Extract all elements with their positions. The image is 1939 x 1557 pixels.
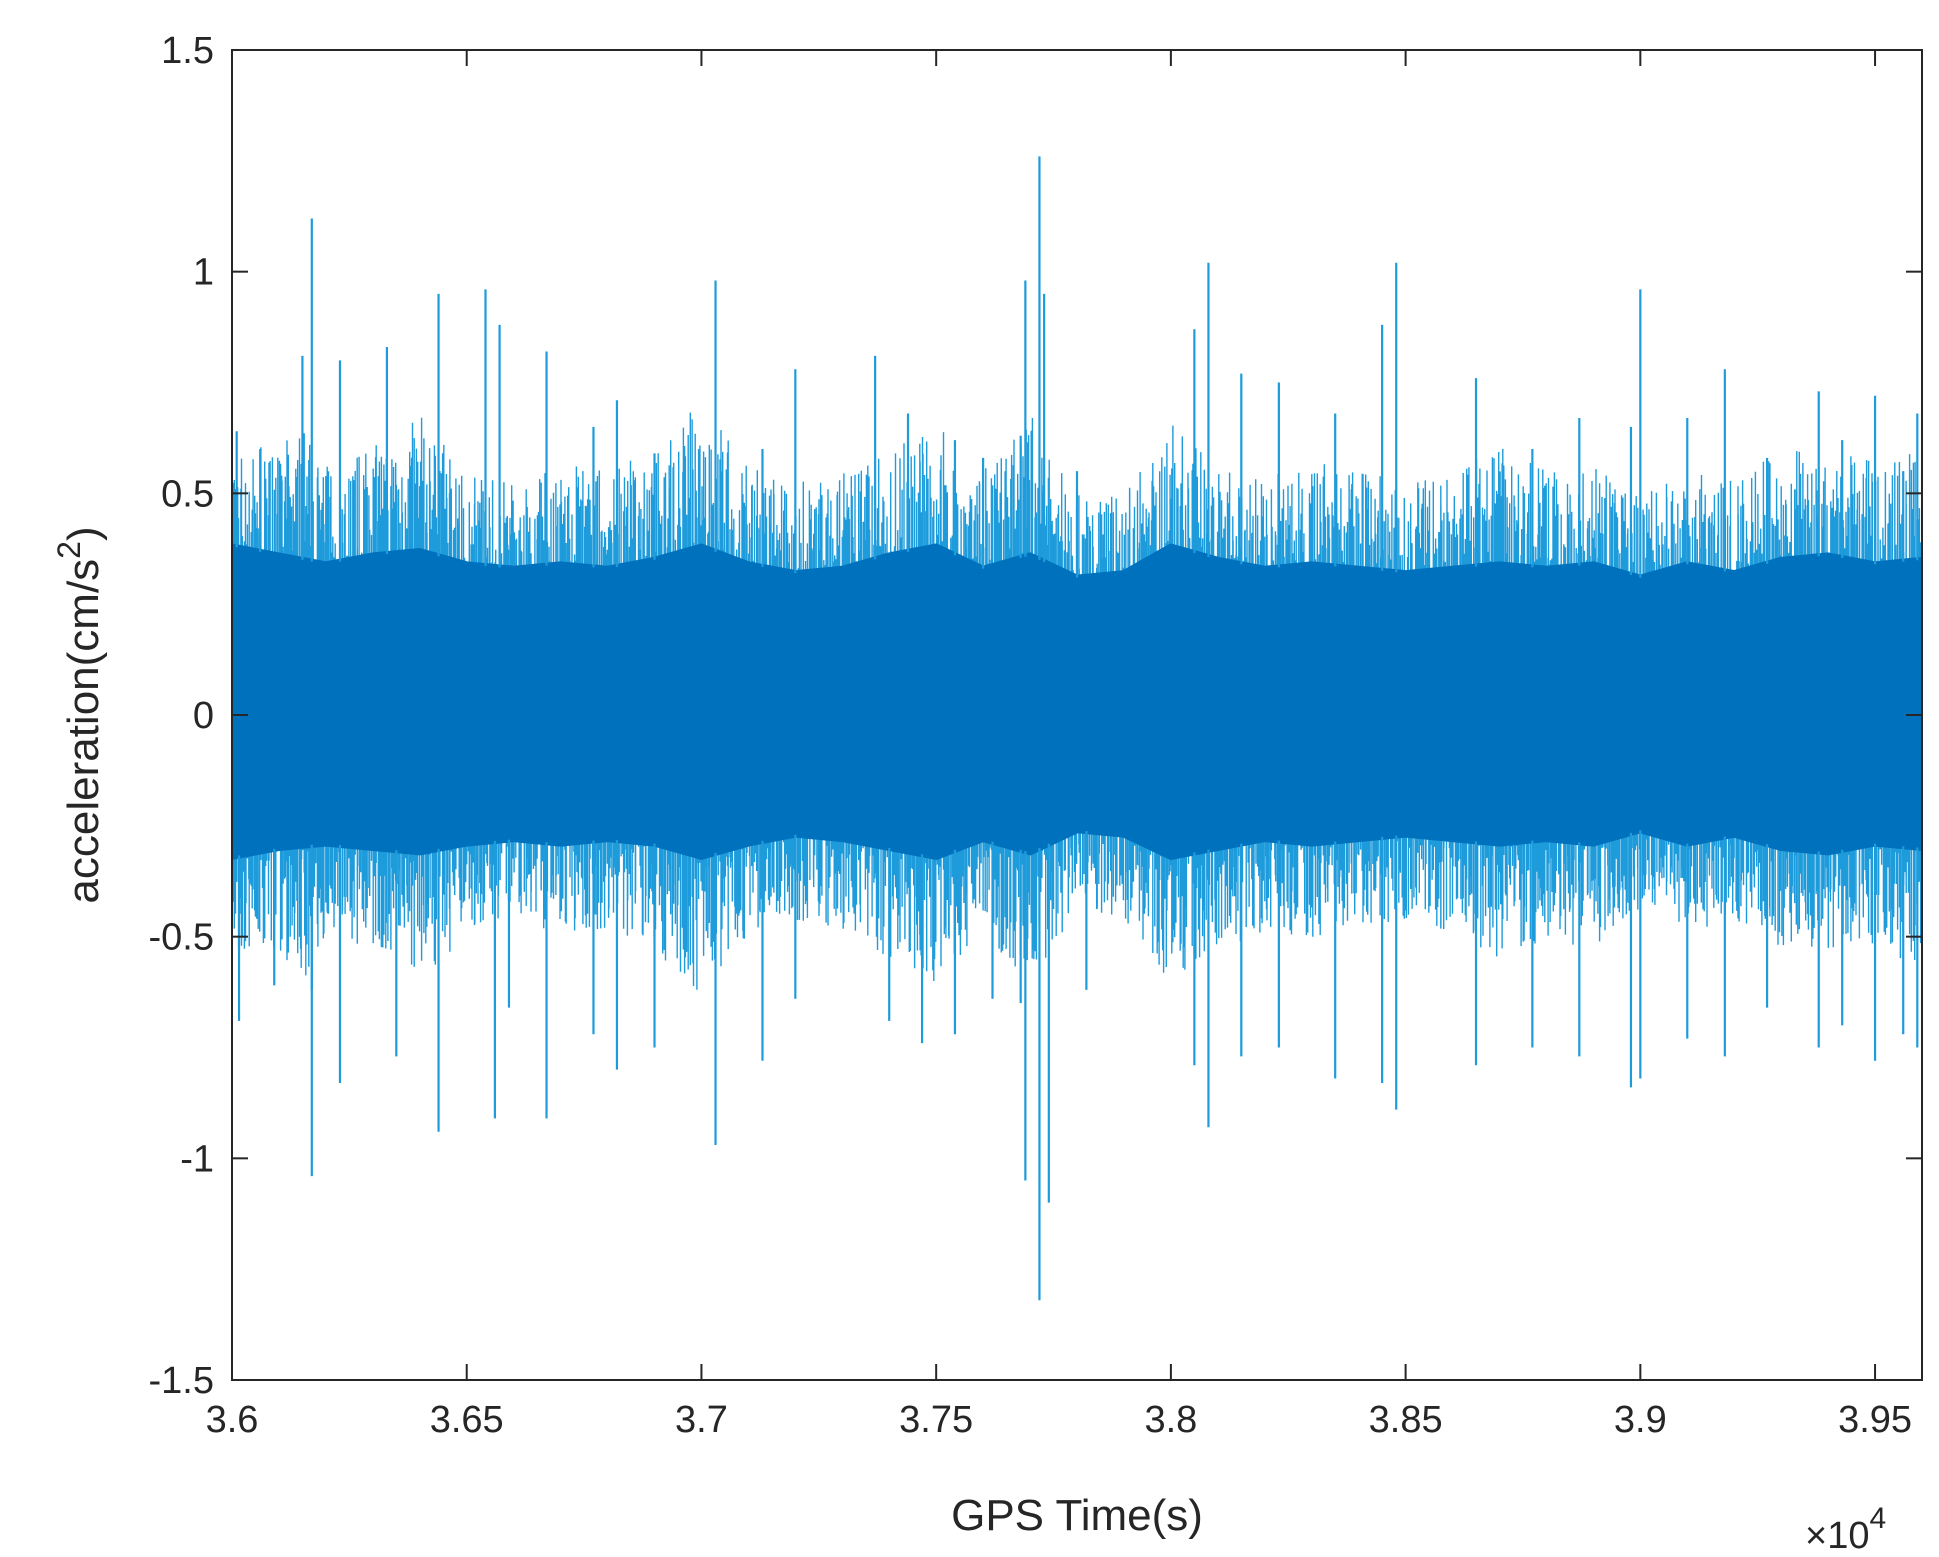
x-tick-label: 3.7 bbox=[675, 1399, 728, 1441]
y-tick-label: 0.5 bbox=[161, 473, 214, 515]
y-tick-label: 0 bbox=[193, 695, 214, 737]
y-axis-label-close: ) bbox=[59, 526, 108, 541]
y-axis-label: acceleration(cm/s2) bbox=[51, 526, 108, 903]
y-tick-labels: -1.5 -1 -0.5 0 0.5 1 1.5 bbox=[149, 30, 214, 1402]
x-tick-label: 3.75 bbox=[899, 1399, 973, 1441]
y-tick-label: -1.5 bbox=[149, 1360, 214, 1402]
y-tick-label: -1 bbox=[180, 1138, 214, 1180]
signal-layer bbox=[232, 156, 1922, 1301]
y-tick-label: 1.5 bbox=[161, 30, 214, 72]
x-tick-label: 3.9 bbox=[1614, 1399, 1667, 1441]
y-axis-label-superscript: 2 bbox=[51, 541, 87, 559]
x-axis-exponent: ×104 bbox=[1805, 1502, 1886, 1557]
x-tick-labels: 3.6 3.65 3.7 3.75 3.8 3.85 3.9 3.95 bbox=[206, 1399, 1912, 1441]
x-tick-label: 3.8 bbox=[1144, 1399, 1197, 1441]
signal-core bbox=[232, 543, 1922, 860]
tick-layer bbox=[231, 49, 1922, 1381]
x-axis-exponent-power: 4 bbox=[1869, 1502, 1886, 1535]
x-axis-exponent-prefix: ×10 bbox=[1805, 1515, 1869, 1557]
y-tick-label: -0.5 bbox=[149, 917, 214, 959]
x-tick-label: 3.85 bbox=[1369, 1399, 1443, 1441]
y-axis-label-main: acceleration(cm/s bbox=[59, 559, 108, 904]
x-tick-label: 3.95 bbox=[1838, 1399, 1912, 1441]
x-axis-label: GPS Time(s) bbox=[951, 1491, 1203, 1540]
y-tick-label: 1 bbox=[193, 252, 214, 294]
x-tick-label: 3.65 bbox=[430, 1399, 504, 1441]
x-tick-label: 3.6 bbox=[206, 1399, 259, 1441]
